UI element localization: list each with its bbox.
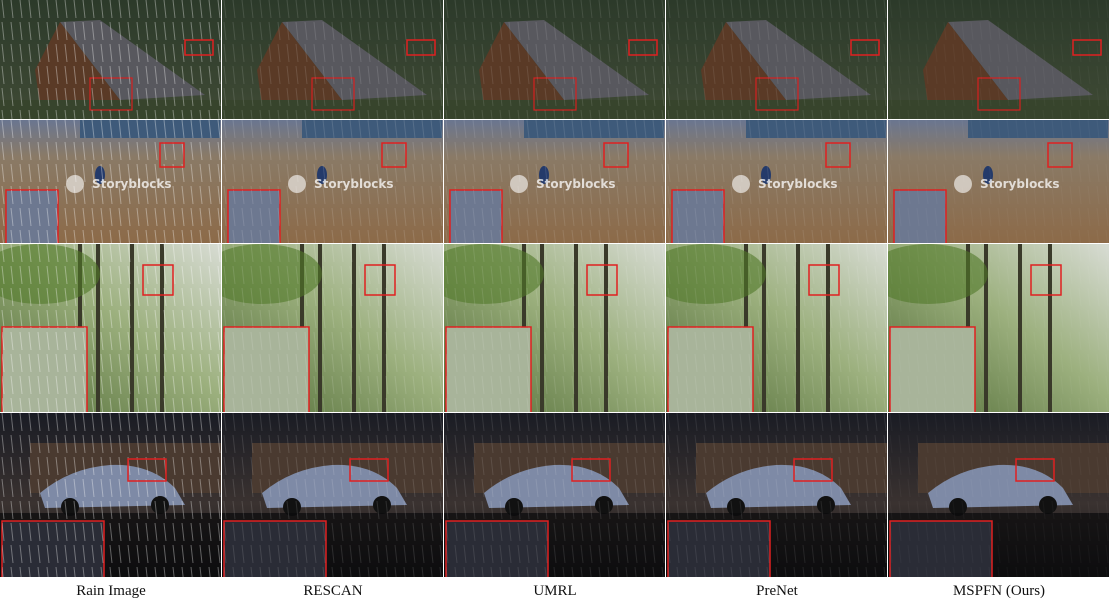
rain-overlay <box>444 0 665 119</box>
highlight-box <box>1047 142 1073 168</box>
zoom-rain <box>668 521 770 577</box>
highlight-box <box>603 142 629 168</box>
image-panel <box>0 413 221 577</box>
image-panel <box>666 244 887 412</box>
highlight-box <box>850 39 880 56</box>
scene: Storyblocks <box>444 120 665 243</box>
zoom-rain <box>446 327 531 412</box>
zoom-rain <box>446 521 548 577</box>
column-label: RESCAN <box>303 583 362 599</box>
image-panel <box>222 413 443 577</box>
zoom-rain <box>224 521 326 577</box>
scene <box>666 244 887 412</box>
image-panel: Storyblocks <box>444 120 665 243</box>
rain-overlay <box>0 0 221 119</box>
highlight-box <box>364 264 396 296</box>
zoom-rain <box>228 190 280 243</box>
watermark: Storyblocks <box>314 177 394 191</box>
highlight-box <box>1030 264 1062 296</box>
scene <box>0 0 221 119</box>
highlight-box <box>381 142 407 168</box>
scene: Storyblocks <box>666 120 887 243</box>
scene <box>444 244 665 412</box>
image-panel <box>666 413 887 577</box>
scene <box>888 413 1109 577</box>
zoom-rain <box>894 190 946 243</box>
image-panel <box>888 0 1109 119</box>
scene <box>666 0 887 119</box>
column-label: UMRL <box>533 583 576 599</box>
column-label: MSPFN (Ours) <box>953 583 1045 599</box>
scene <box>0 244 221 412</box>
zoom-rain <box>890 327 975 412</box>
column-label: PreNet <box>756 583 798 599</box>
highlight-box <box>571 458 611 482</box>
highlight-box <box>1072 39 1102 56</box>
highlight-box <box>586 264 618 296</box>
highlight-box <box>184 39 214 56</box>
image-panel <box>888 244 1109 412</box>
highlight-box <box>808 264 840 296</box>
zoom-rain <box>890 521 992 577</box>
watermark: Storyblocks <box>758 177 838 191</box>
scene <box>0 413 221 577</box>
image-panel: Storyblocks <box>222 120 443 243</box>
image-panel <box>444 413 665 577</box>
image-panel <box>222 244 443 412</box>
watermark: Storyblocks <box>92 177 172 191</box>
highlight-box <box>825 142 851 168</box>
scene: Storyblocks <box>222 120 443 243</box>
scene <box>222 0 443 119</box>
image-panel <box>0 0 221 119</box>
image-panel <box>444 244 665 412</box>
rain-overlay <box>666 0 887 119</box>
zoom-rain <box>2 327 87 412</box>
image-panel: Storyblocks <box>0 120 221 243</box>
scene <box>888 244 1109 412</box>
highlight-box <box>793 458 833 482</box>
scene <box>444 0 665 119</box>
highlight-box <box>127 458 167 482</box>
highlight-box <box>349 458 389 482</box>
scene <box>222 413 443 577</box>
zoom-rain <box>224 327 309 412</box>
scene <box>444 413 665 577</box>
highlight-box <box>406 39 436 56</box>
zoom-rain <box>450 190 502 243</box>
scene: Storyblocks <box>0 120 221 243</box>
image-panel: Storyblocks <box>666 120 887 243</box>
watermark: Storyblocks <box>980 177 1060 191</box>
column-label: Rain Image <box>76 583 146 599</box>
watermark: Storyblocks <box>536 177 616 191</box>
scene <box>222 244 443 412</box>
image-panel <box>222 0 443 119</box>
scene <box>666 413 887 577</box>
zoom-rain <box>6 190 58 243</box>
highlight-box <box>1015 458 1055 482</box>
highlight-box <box>159 142 185 168</box>
rain-overlay <box>888 0 1109 119</box>
zoom-rain <box>672 190 724 243</box>
zoom-rain <box>668 327 753 412</box>
image-panel <box>666 0 887 119</box>
image-panel <box>888 413 1109 577</box>
zoom-rain <box>2 521 104 577</box>
image-panel <box>444 0 665 119</box>
image-panel: Storyblocks <box>888 120 1109 243</box>
scene <box>888 0 1109 119</box>
highlight-box <box>628 39 658 56</box>
rain-overlay <box>222 0 443 119</box>
image-panel <box>0 244 221 412</box>
highlight-box <box>142 264 174 296</box>
scene: Storyblocks <box>888 120 1109 243</box>
